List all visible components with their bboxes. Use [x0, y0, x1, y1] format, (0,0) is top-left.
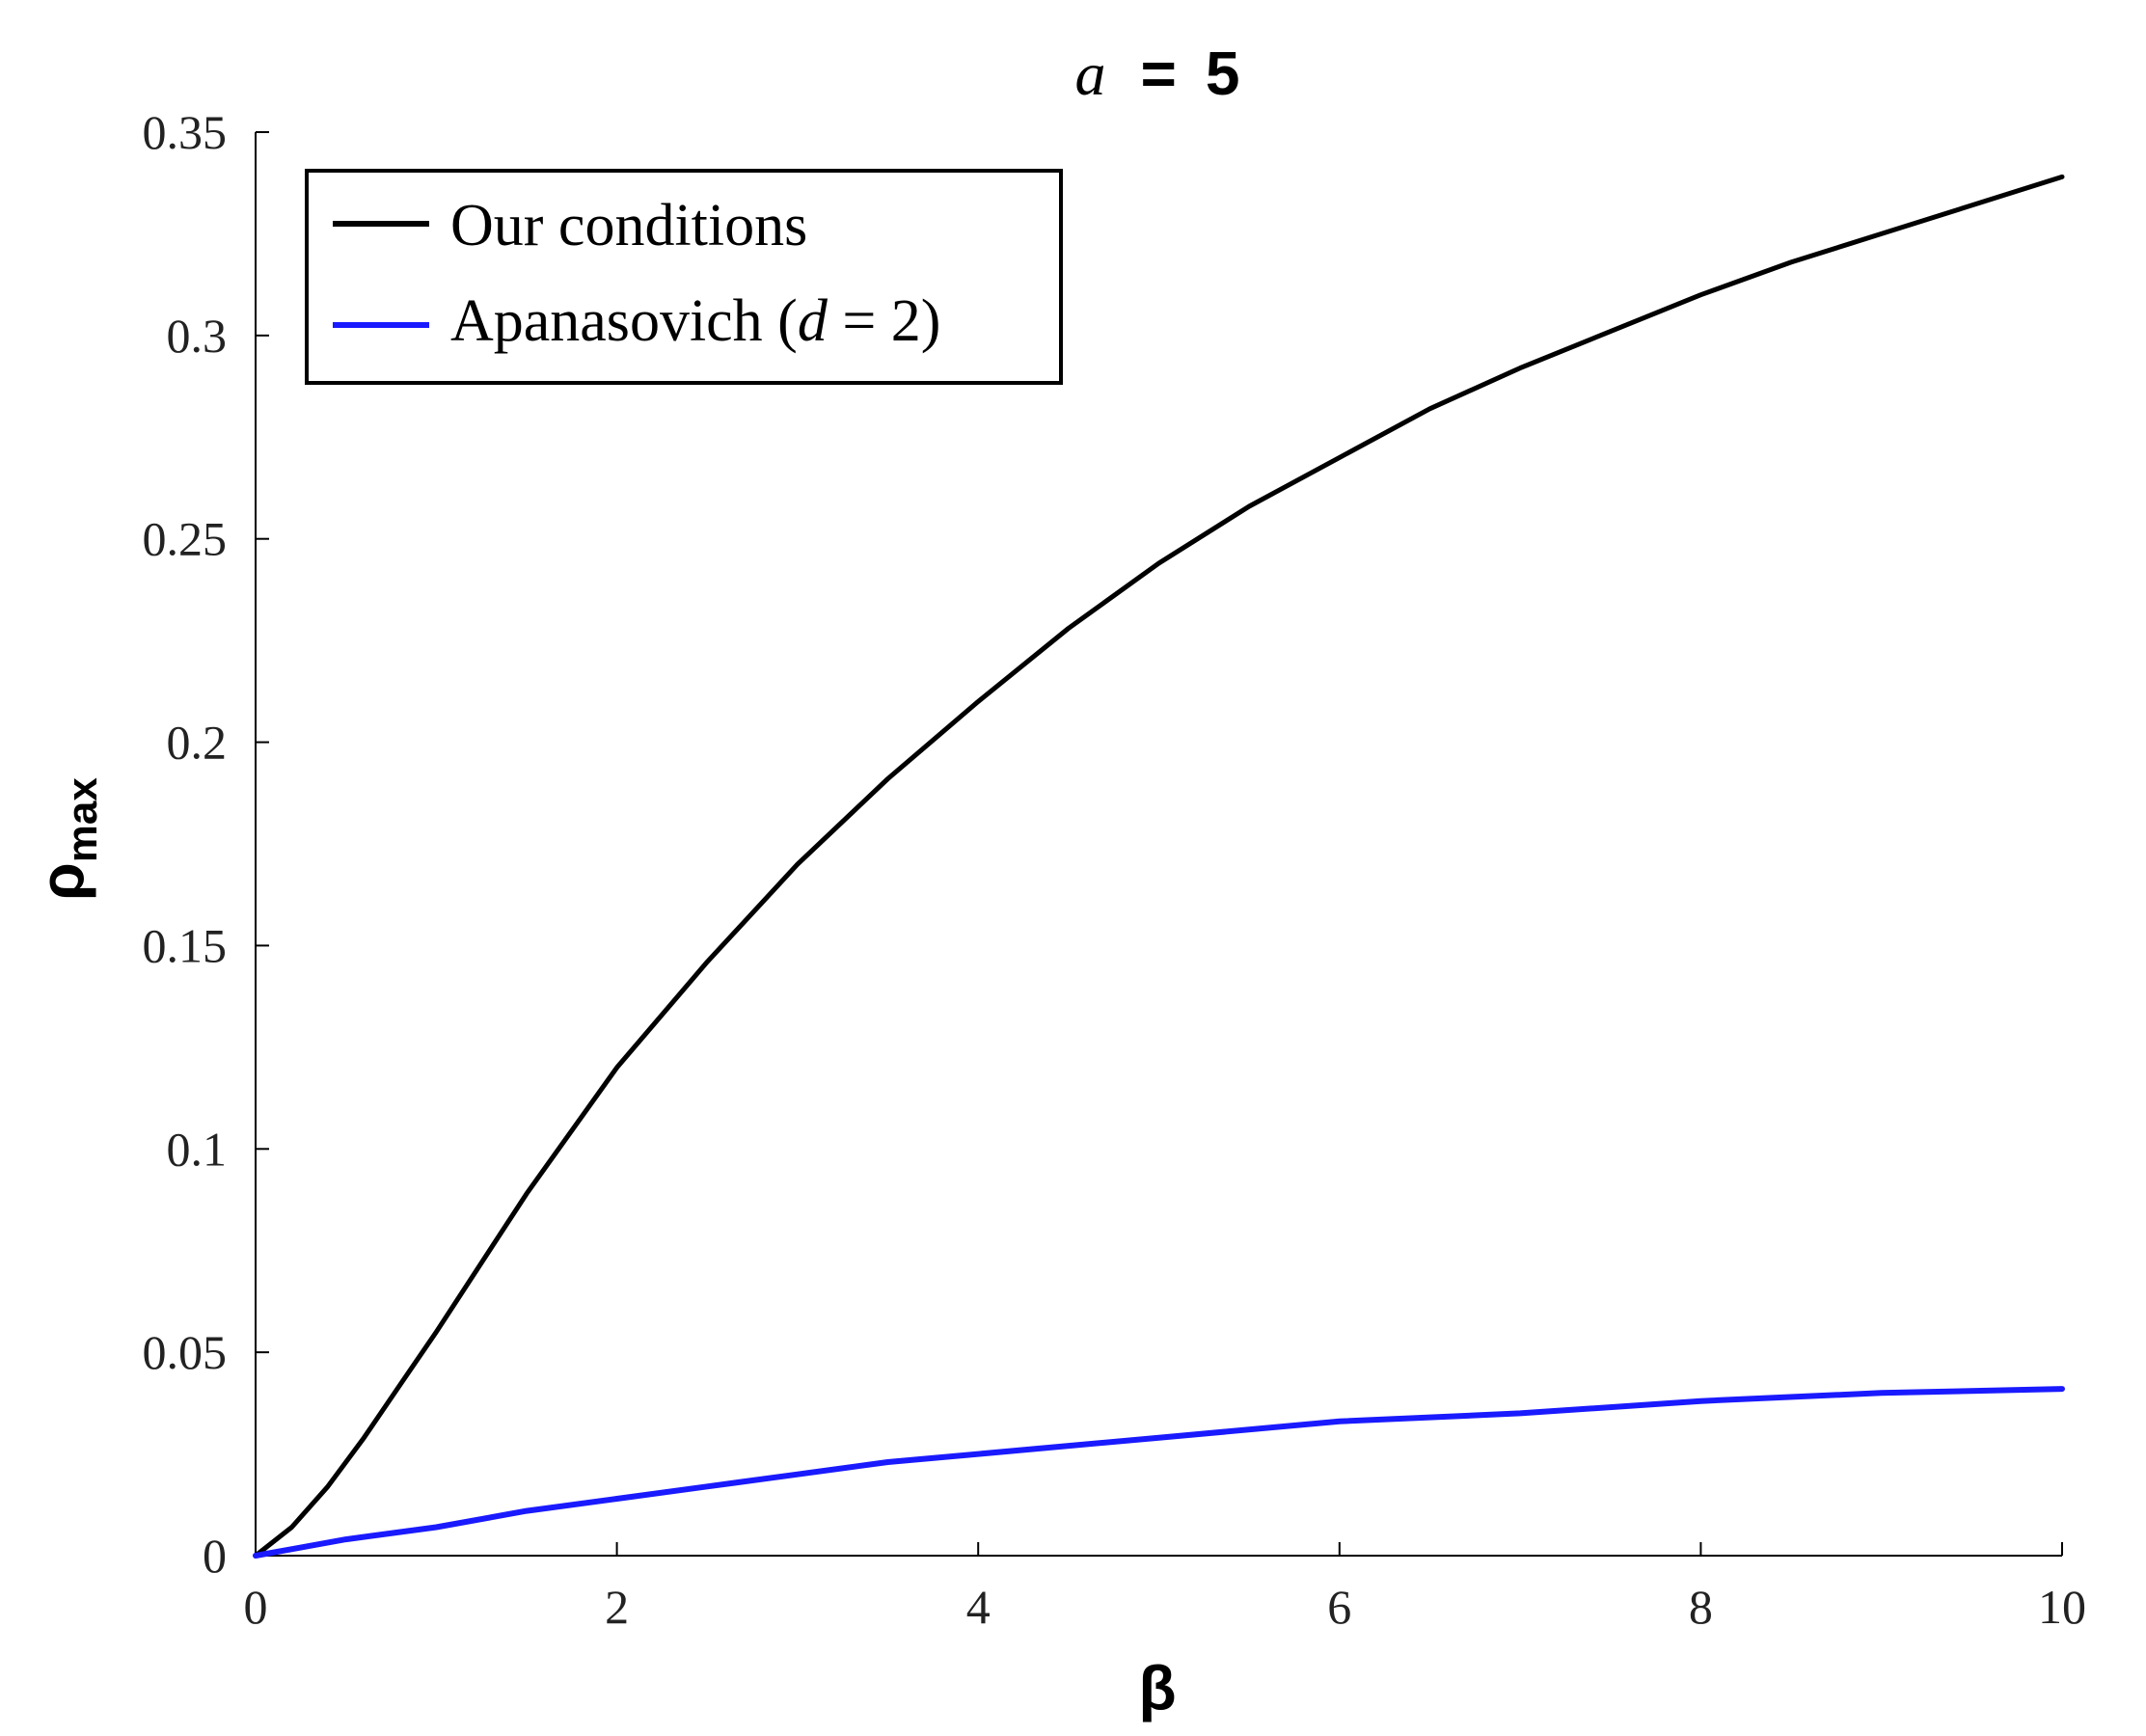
y-tick-label: 0.1 — [167, 1122, 228, 1176]
legend-label-series-0: Our conditions — [450, 193, 807, 258]
x-tick-label: 10 — [2038, 1580, 2086, 1634]
series-layer — [253, 174, 2065, 1559]
legend-box — [305, 169, 1063, 385]
title-operator: = — [1141, 39, 1177, 108]
legend: Our conditions Apanasovich (d = 2) — [305, 169, 1063, 385]
legend-label-series-1-variable: d — [798, 288, 829, 354]
y-tick-label: 0 — [203, 1529, 227, 1583]
series-line-1 — [253, 1386, 2065, 1559]
y-tick-label: 0.35 — [143, 105, 228, 159]
legend-label-series-1-suffix: = 2) — [828, 288, 941, 354]
y-tick-label: 0.3 — [167, 309, 228, 363]
legend-label-series-0-text: Our conditions — [450, 193, 807, 258]
x-tick-label: 4 — [966, 1580, 991, 1634]
y-axis-label-subscript: max — [59, 777, 106, 863]
y-tick-label: 0.25 — [143, 512, 228, 566]
x-tick-label: 0 — [244, 1580, 268, 1634]
legend-label-series-1: Apanasovich (d = 2) — [450, 288, 940, 354]
x-tick-label: 6 — [1327, 1580, 1351, 1634]
x-tick-label: 2 — [605, 1580, 629, 1634]
y-tick-label: 0.15 — [143, 918, 228, 972]
title-value: 5 — [1206, 39, 1240, 108]
y-axis-label-symbol: ρ — [27, 862, 96, 901]
axes: 0 2 4 6 8 10 0 0.05 0.1 0.15 0.2 0.25 0.3 0.35 — [143, 105, 2087, 1634]
y-tick-label: 0.05 — [143, 1325, 228, 1379]
chart-title: a = 5 — [1075, 39, 1240, 108]
y-axis-label: ρmax — [27, 777, 106, 901]
x-tick-label: 8 — [1689, 1580, 1713, 1634]
title-variable: a — [1075, 40, 1106, 108]
x-axis-label: β — [1138, 1653, 1176, 1722]
legend-label-series-1-prefix: Apanasovich ( — [450, 288, 798, 354]
y-tick-label: 0.2 — [167, 716, 228, 770]
series-line-0 — [253, 174, 2065, 1559]
